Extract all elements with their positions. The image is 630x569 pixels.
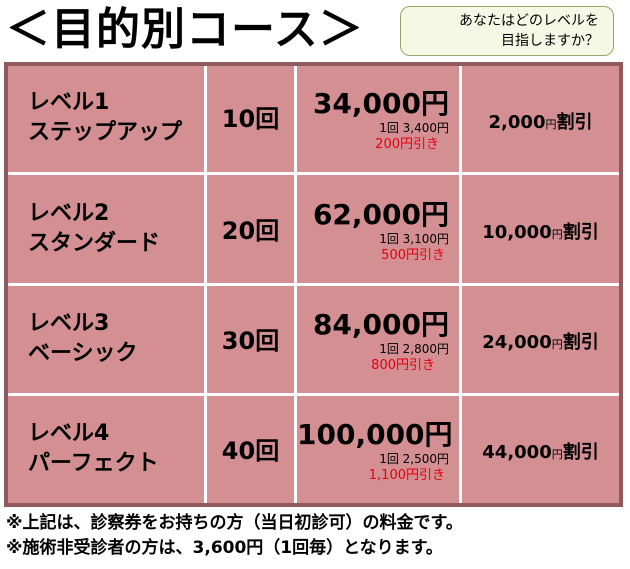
- discount: 2,000円割引: [462, 108, 619, 134]
- course-title: スタンダード: [28, 231, 161, 256]
- per-session-saving: 1,100円引き: [368, 468, 445, 483]
- discount-suffix: 割引: [562, 442, 599, 463]
- course-name: レベル3 ベーシック: [28, 309, 138, 369]
- discount: 44,000円割引: [462, 438, 619, 464]
- speech-bubble: あなたはどのレベルを 目指しますか？: [400, 6, 614, 56]
- session-count: 20回: [221, 217, 280, 245]
- discount-yen: 円: [551, 448, 563, 461]
- course-price: 84,000円 1回 2,800円 800円引き: [297, 309, 449, 375]
- per-session-price: 1回 3,100円: [379, 232, 449, 246]
- per-session-price: 1回 2,800円: [379, 342, 449, 356]
- footnote-1: ※上記は、診察券をお持ちの方（当日初診可）の料金です。: [6, 513, 463, 533]
- course-title: ステップアップ: [28, 120, 183, 145]
- discount: 24,000円割引: [462, 328, 619, 354]
- per-session-price: 1回 2,500円: [379, 452, 449, 466]
- footnotes: ※上記は、診察券をお持ちの方（当日初診可）の料金です。 ※施術非受診者の方は、3…: [6, 511, 463, 561]
- discount-amount: 24,000: [482, 332, 552, 353]
- discount-yen: 円: [545, 118, 557, 131]
- page-title: ＜目的別コース＞: [6, 4, 364, 55]
- total-price: 34,000円: [312, 87, 449, 120]
- discount-yen: 円: [551, 338, 563, 351]
- row-divider: [8, 172, 619, 175]
- course-price: 62,000円 1回 3,100円 500円引き: [297, 199, 449, 265]
- discount-suffix: 割引: [556, 112, 593, 133]
- per-session-saving: 500円引き: [381, 248, 445, 263]
- course-price: 100,000円 1回 2,500円 1,100円引き: [297, 418, 453, 485]
- discount-suffix: 割引: [562, 332, 599, 353]
- discount-yen: 円: [551, 228, 563, 241]
- bubble-line-2: 目指しますか？: [501, 33, 599, 49]
- row-divider: [8, 393, 619, 396]
- course-title: パーフェクト: [28, 451, 159, 476]
- course-name: レベル4 パーフェクト: [28, 419, 159, 479]
- per-session-saving: 800円引き: [371, 358, 435, 373]
- discount: 10,000円割引: [462, 218, 619, 244]
- bubble-line-1: あなたはどのレベルを: [459, 13, 599, 29]
- discount-amount: 2,000: [488, 112, 546, 133]
- discount-amount: 10,000: [482, 222, 552, 243]
- per-session-price: 1回 3,400円: [379, 121, 449, 135]
- total-price: 62,000円: [312, 198, 449, 231]
- course-level: レベル1: [28, 90, 110, 115]
- total-price: 100,000円: [297, 418, 453, 451]
- footnote-2: ※施術非受診者の方は、3,600円（1回毎）となります。: [6, 538, 443, 558]
- discount-amount: 44,000: [482, 442, 552, 463]
- course-title: ベーシック: [28, 341, 138, 366]
- per-session-saving: 200円引き: [375, 137, 439, 152]
- course-name: レベル1 ステップアップ: [28, 88, 182, 148]
- course-level: レベル4: [28, 421, 110, 446]
- course-level: レベル3: [28, 311, 110, 336]
- session-count: 30回: [221, 327, 280, 355]
- course-table: レベル1 ステップアップ 10回 34,000円 1回 3,400円 200円引…: [4, 62, 623, 507]
- discount-suffix: 割引: [562, 222, 599, 243]
- course-price: 34,000円 1回 3,400円 200円引き: [297, 88, 449, 154]
- course-level: レベル2: [28, 201, 110, 226]
- session-count: 10回: [221, 105, 280, 133]
- row-divider: [8, 283, 619, 286]
- session-count: 40回: [221, 437, 280, 465]
- total-price: 84,000円: [312, 308, 449, 341]
- course-name: レベル2 スタンダード: [28, 199, 160, 259]
